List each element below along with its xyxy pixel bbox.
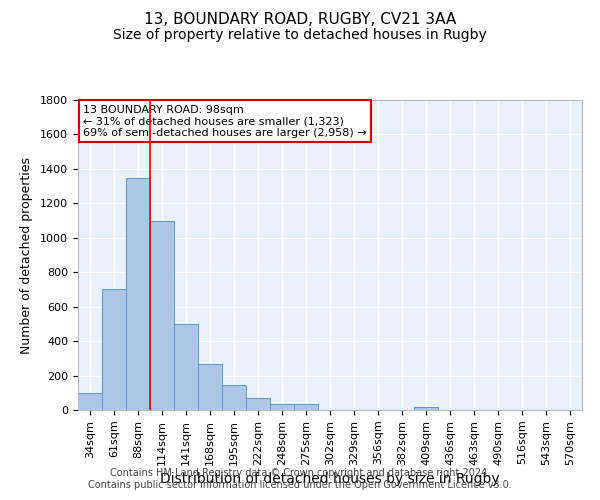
- Text: Contains HM Land Registry data © Crown copyright and database right 2024.: Contains HM Land Registry data © Crown c…: [110, 468, 490, 477]
- Bar: [270, 404, 294, 410]
- Text: 13 BOUNDARY ROAD: 98sqm
← 31% of detached houses are smaller (1,323)
69% of semi: 13 BOUNDARY ROAD: 98sqm ← 31% of detache…: [83, 104, 367, 138]
- Bar: [294, 404, 318, 410]
- Bar: [246, 398, 270, 410]
- X-axis label: Distribution of detached houses by size in Rugby: Distribution of detached houses by size …: [160, 472, 500, 486]
- Bar: [198, 364, 222, 410]
- Y-axis label: Number of detached properties: Number of detached properties: [20, 156, 33, 354]
- Text: 13, BOUNDARY ROAD, RUGBY, CV21 3AA: 13, BOUNDARY ROAD, RUGBY, CV21 3AA: [144, 12, 456, 28]
- Bar: [126, 178, 150, 410]
- Text: Contains public sector information licensed under the Open Government Licence v3: Contains public sector information licen…: [88, 480, 512, 490]
- Bar: [414, 408, 438, 410]
- Bar: [150, 220, 174, 410]
- Bar: [222, 385, 246, 410]
- Bar: [102, 290, 126, 410]
- Bar: [78, 393, 102, 410]
- Bar: [174, 324, 198, 410]
- Text: Size of property relative to detached houses in Rugby: Size of property relative to detached ho…: [113, 28, 487, 42]
